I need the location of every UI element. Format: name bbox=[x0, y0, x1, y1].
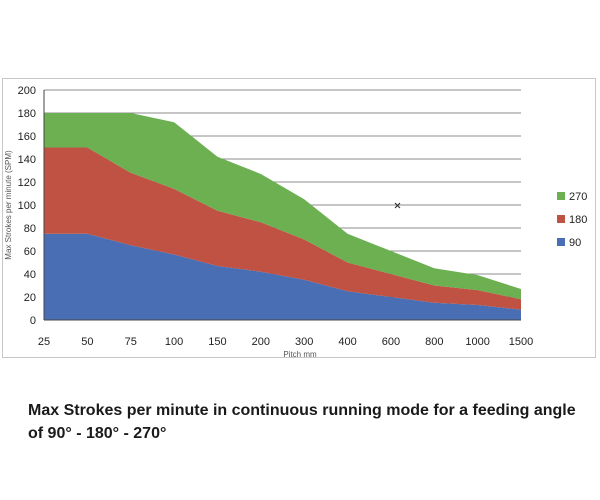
x-tick-label: 200 bbox=[252, 336, 270, 348]
legend-swatch bbox=[557, 238, 565, 246]
y-tick-label: 100 bbox=[18, 200, 36, 212]
x-tick-label: 1000 bbox=[465, 336, 489, 348]
y-tick-label: 0 bbox=[30, 315, 36, 327]
y-axis-label: Max Strokes per minute (SPM) bbox=[4, 150, 13, 260]
x-tick-label: 1500 bbox=[509, 336, 533, 348]
x-tick-label: 25 bbox=[38, 336, 50, 348]
y-tick-label: 40 bbox=[24, 269, 36, 281]
x-tick-label: 800 bbox=[425, 336, 443, 348]
x-tick-label: 400 bbox=[338, 336, 356, 348]
x-tick-label: 150 bbox=[208, 336, 226, 348]
y-tick-label: 120 bbox=[18, 177, 36, 189]
legend-item-270: 270 bbox=[557, 191, 587, 203]
y-tick-label: 160 bbox=[18, 131, 36, 143]
x-tick-label: 300 bbox=[295, 336, 313, 348]
x-tick-label: 75 bbox=[125, 336, 137, 348]
cross-marker-icon bbox=[394, 202, 401, 209]
legend-label: 180 bbox=[569, 214, 587, 226]
y-tick-label: 20 bbox=[24, 292, 36, 304]
legend-swatch bbox=[557, 215, 565, 223]
area-series-270 bbox=[44, 113, 521, 300]
legend-item-180: 180 bbox=[557, 214, 587, 226]
y-tick-label: 80 bbox=[24, 223, 36, 235]
x-axis-label: Pitch mm bbox=[283, 350, 317, 359]
x-tick-label: 100 bbox=[165, 336, 183, 348]
legend-swatch bbox=[557, 192, 565, 200]
stacked-area-chart: 0 20 40 60 80 100 120 140 160 180 200 25 50 75 100 150 2… bbox=[4, 85, 587, 359]
legend-item-90: 90 bbox=[557, 237, 581, 249]
x-tick-label: 600 bbox=[382, 336, 400, 348]
area-series-180 bbox=[44, 147, 521, 310]
x-tick-label: 50 bbox=[81, 336, 93, 348]
legend-label: 270 bbox=[569, 191, 587, 203]
y-tick-label: 180 bbox=[18, 108, 36, 120]
y-tick-label: 140 bbox=[18, 154, 36, 166]
y-tick-label: 60 bbox=[24, 246, 36, 258]
legend-label: 90 bbox=[569, 237, 581, 249]
area-series bbox=[44, 113, 521, 320]
axes: 0 20 40 60 80 100 120 140 160 180 200 25 50 75 100 150 2… bbox=[18, 85, 534, 348]
chart-caption: Max Strokes per minute in continuous run… bbox=[28, 402, 576, 442]
legend: 270 180 90 bbox=[557, 191, 587, 249]
y-tick-label: 200 bbox=[18, 85, 36, 97]
